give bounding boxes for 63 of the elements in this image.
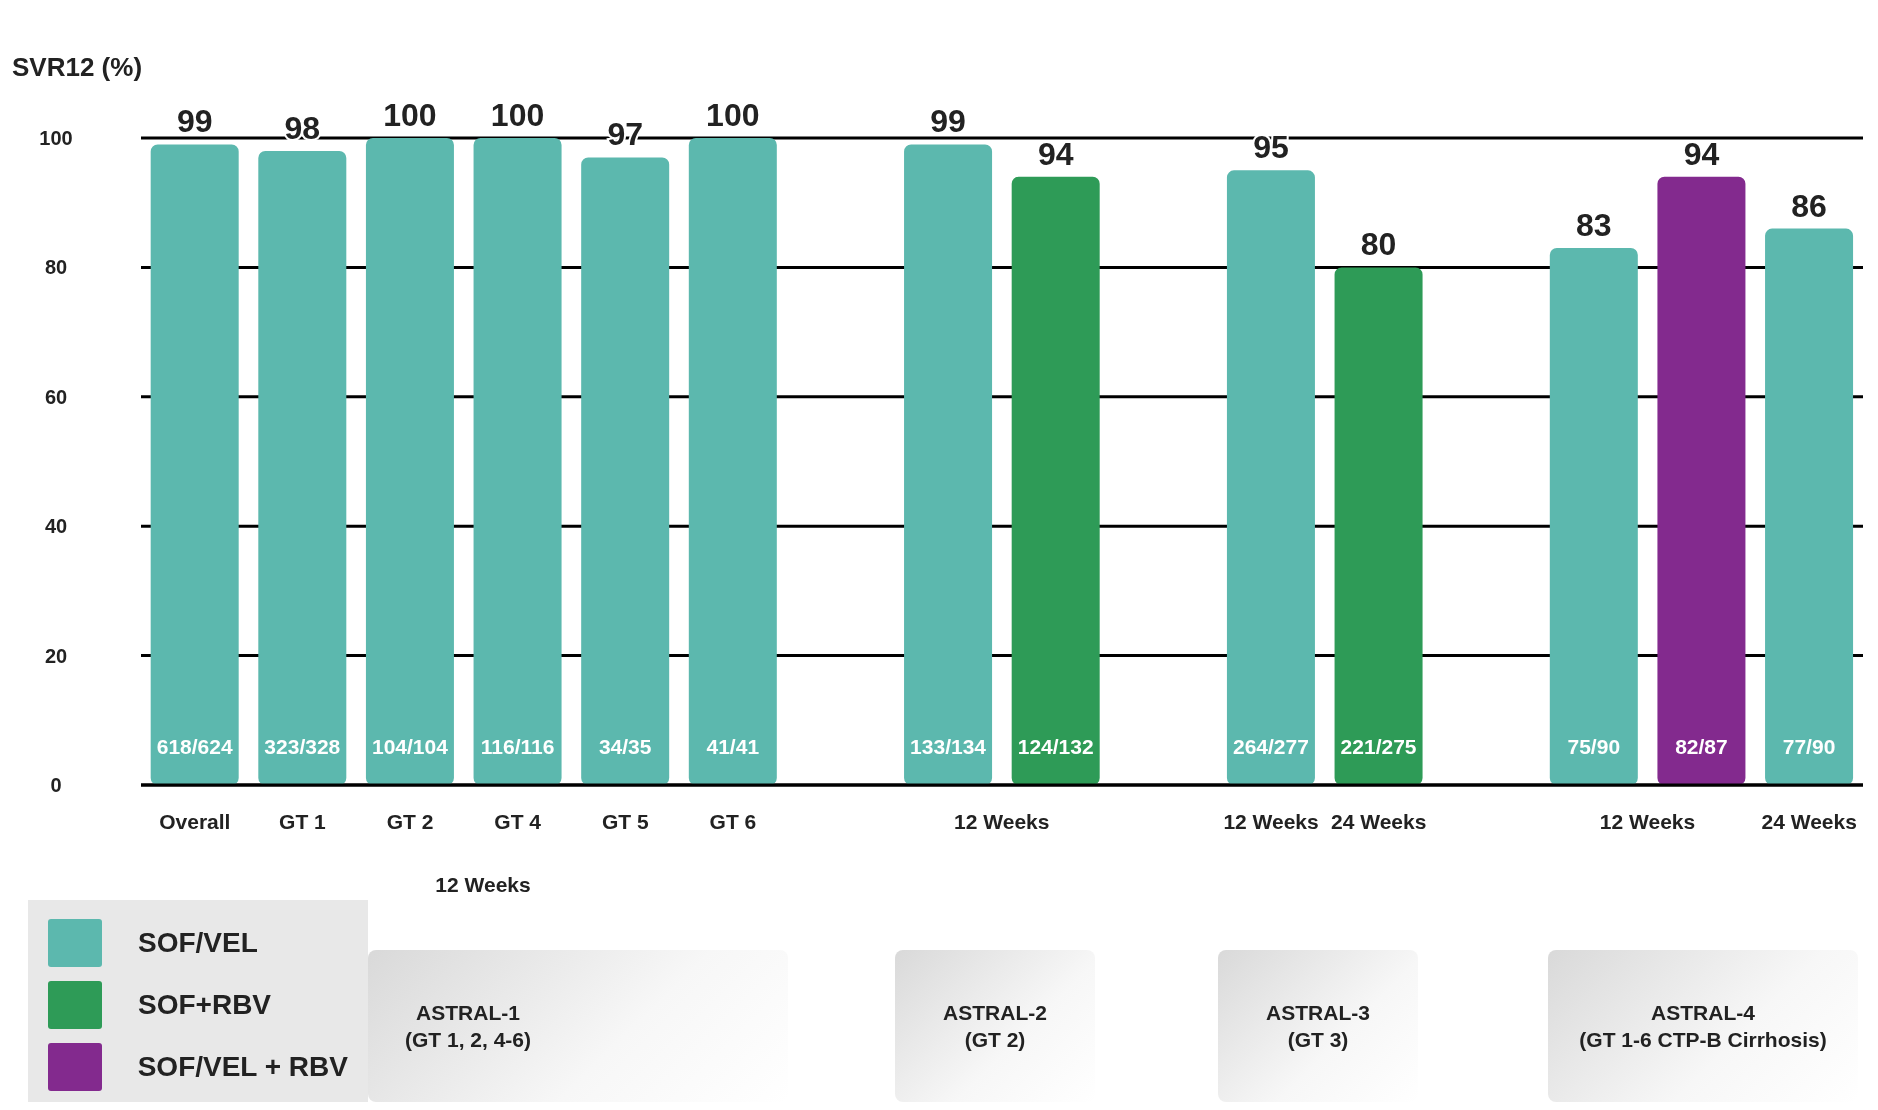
bar bbox=[904, 144, 993, 785]
bar bbox=[365, 138, 454, 785]
y-tick-label: 80 bbox=[44, 256, 68, 279]
bar bbox=[473, 138, 562, 785]
total-label: 99 bbox=[930, 103, 966, 140]
data-label: 221/275 bbox=[1340, 735, 1417, 758]
bar bbox=[150, 144, 239, 785]
x-tick-label: 24 Weeks bbox=[1761, 810, 1857, 833]
data-label: 618/624 bbox=[156, 735, 233, 758]
text: ASTRAL-1 (GT 1, 2, 4-6) bbox=[404, 999, 532, 1053]
x-tick-label: GT 2 bbox=[386, 810, 434, 833]
total-label: 94 bbox=[1037, 135, 1074, 172]
data-label: 124/132 bbox=[1017, 735, 1094, 758]
data-label: 77/90 bbox=[1782, 735, 1836, 758]
text: ASTRAL-3 (GT 3) bbox=[1266, 999, 1370, 1053]
x-tick-label: GT 5 bbox=[601, 810, 649, 833]
y-tick-label: 40 bbox=[44, 515, 68, 538]
x-tick-label: 12 Weeks bbox=[1223, 810, 1319, 833]
total-label: 100 bbox=[490, 97, 545, 133]
total-label: 80 bbox=[1360, 226, 1397, 263]
data-label: 34/35 bbox=[598, 735, 652, 758]
legend-label: SOF+RBV bbox=[138, 989, 272, 1021]
y-tick-label: 20 bbox=[44, 644, 68, 667]
bar bbox=[1334, 267, 1423, 785]
data-label: 75/90 bbox=[1567, 735, 1621, 758]
x-tick-label: GT 1 bbox=[279, 810, 327, 833]
total-label: 94 bbox=[1683, 135, 1720, 172]
text: ASTRAL-2 (GT 2) bbox=[943, 999, 1047, 1053]
data-label: 116/116 bbox=[480, 735, 555, 758]
legend-label: SOF/VEL bbox=[138, 927, 258, 959]
text: 12 Weeks bbox=[435, 872, 531, 899]
total-label: 86 bbox=[1791, 187, 1827, 224]
bar bbox=[1226, 170, 1315, 785]
x-tick-label: GT 6 bbox=[709, 810, 757, 833]
y-axis-title: SVR12 (%) bbox=[12, 52, 143, 83]
total-label: 99 bbox=[176, 103, 213, 140]
total-label: 100 bbox=[706, 97, 760, 133]
data-label: 323/328 bbox=[264, 735, 341, 758]
text: ASTRAL-4 (GT 1-6 CTP-B Cirrhosis) bbox=[1579, 999, 1827, 1053]
x-tick-label: 24 Weeks bbox=[1331, 810, 1427, 833]
bar bbox=[1549, 247, 1638, 785]
total-label: 95 bbox=[1253, 129, 1289, 166]
x-tick-label: 12 Weeks bbox=[954, 810, 1050, 833]
bar bbox=[1765, 228, 1854, 785]
bar bbox=[581, 157, 670, 785]
y-tick-label: 100 bbox=[39, 127, 73, 149]
bar bbox=[1011, 176, 1100, 785]
total-label: 83 bbox=[1576, 206, 1612, 243]
total-label: 100 bbox=[383, 97, 437, 133]
data-label: 133/134 bbox=[910, 735, 987, 758]
legend-label: SOF/VEL + RBV bbox=[137, 1051, 348, 1083]
y-tick-label: 60 bbox=[44, 385, 68, 408]
data-label: 264/277 bbox=[1232, 735, 1309, 758]
data-label: 82/87 bbox=[1675, 735, 1728, 758]
bar bbox=[688, 138, 777, 785]
y-tick-label: 0 bbox=[50, 774, 62, 796]
x-tick-label: GT 4 bbox=[494, 810, 542, 833]
data-label: 41/41 bbox=[706, 735, 760, 758]
data-label: 104/104 bbox=[371, 735, 449, 758]
bar bbox=[1657, 176, 1746, 785]
x-tick-label: 12 Weeks bbox=[1599, 810, 1696, 833]
x-tick-label: Overall bbox=[159, 810, 231, 833]
bar bbox=[258, 150, 347, 785]
